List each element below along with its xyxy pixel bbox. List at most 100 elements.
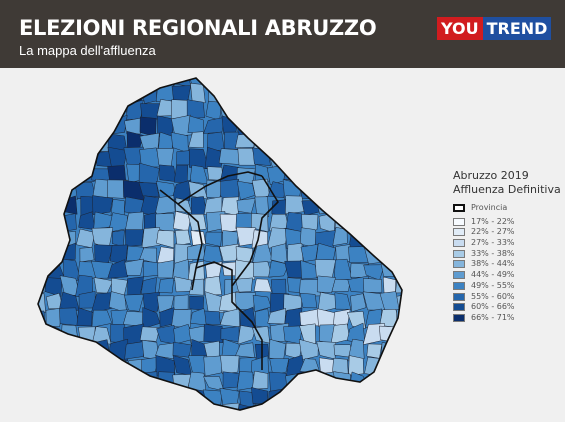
municipality-cell (301, 135, 322, 153)
municipality-cell (60, 213, 77, 232)
municipality-cell (108, 85, 128, 103)
municipality-cell (45, 228, 61, 249)
municipality-cell (348, 228, 370, 249)
municipality-cell (63, 406, 82, 410)
municipality-cell (158, 277, 175, 294)
municipality-cell (331, 148, 351, 166)
municipality-cell (109, 374, 129, 392)
municipality-cell (159, 164, 177, 183)
municipality-cell (254, 196, 270, 218)
municipality-cell (365, 388, 386, 409)
municipality-cell (187, 213, 207, 232)
municipality-cell (126, 387, 145, 409)
municipality-cell (38, 387, 49, 409)
municipality-cell (91, 86, 113, 103)
municipality-cell (77, 372, 96, 393)
municipality-cell (190, 230, 206, 246)
municipality-cell (186, 99, 205, 119)
municipality-cell (38, 148, 46, 166)
youtrend-logo: YOU TREND (437, 17, 552, 40)
legend-item: 49% - 55% (453, 281, 561, 292)
municipality-cell (332, 85, 351, 106)
legend-item: 38% - 44% (453, 259, 561, 270)
municipality-cell (363, 278, 383, 293)
municipality-cell (43, 407, 63, 410)
municipality-cell (379, 118, 396, 136)
municipality-cell (253, 131, 272, 151)
municipality-cell (397, 132, 402, 149)
legend-label: 27% - 33% (471, 238, 515, 248)
municipality-cell (91, 374, 110, 392)
municipality-cell (268, 404, 288, 410)
legend-swatch (453, 249, 465, 258)
municipality-cell (189, 295, 204, 311)
municipality-cell (59, 307, 80, 326)
municipality-cell (38, 131, 47, 151)
municipality-cell (282, 148, 302, 167)
municipality-cell (396, 228, 402, 248)
municipality-cell (42, 372, 64, 394)
municipality-cell (283, 293, 303, 313)
legend-label: 17% - 22% (471, 216, 515, 226)
page-subtitle: La mappa dell'affluenza (19, 43, 156, 58)
municipality-cell (75, 355, 96, 375)
municipality-cell (399, 118, 402, 137)
municipality-cell (38, 228, 49, 248)
municipality-cell (44, 198, 66, 217)
municipality-cell (141, 227, 161, 249)
municipality-cell (348, 82, 369, 102)
municipality-cell (107, 389, 130, 406)
municipality-cell (76, 102, 98, 119)
municipality-cell (236, 371, 254, 391)
legend-label: 38% - 44% (471, 259, 515, 269)
municipality-cell (298, 78, 321, 89)
municipality-cell (382, 243, 397, 263)
municipality-cell (395, 78, 402, 89)
municipality-cell (79, 247, 95, 263)
municipality-cell (381, 373, 398, 390)
municipality-cell (235, 83, 253, 102)
municipality-cell (219, 290, 241, 313)
municipality-cell (93, 357, 111, 377)
municipality-cell (349, 181, 370, 200)
municipality-cell (251, 102, 273, 121)
municipality-cell (398, 83, 402, 103)
province-border-pe-ch (231, 175, 279, 370)
municipality-cell (43, 83, 63, 105)
municipality-cell (92, 195, 114, 215)
municipality-cell (62, 372, 77, 393)
municipality-cell (299, 292, 318, 309)
municipality-cell (330, 164, 354, 184)
municipality-cell (235, 277, 253, 293)
municipality-cell (253, 403, 273, 410)
municipality-cell (348, 355, 364, 376)
municipality-cell (365, 164, 385, 185)
municipality-cell (284, 408, 304, 410)
municipality-cell (396, 184, 402, 202)
municipality-cell (172, 341, 192, 358)
municipality-cell (62, 117, 81, 134)
municipality-cell (314, 259, 336, 279)
municipality-cell (287, 242, 304, 264)
municipality-cell (43, 242, 63, 264)
municipality-cell (314, 82, 336, 102)
municipality-cell (268, 78, 289, 87)
municipality-cell (379, 149, 401, 166)
legend-swatch (453, 303, 465, 312)
municipality-cell (331, 134, 354, 154)
municipality-cell (285, 78, 305, 88)
municipality-cell (156, 230, 175, 249)
legend-swatch (453, 217, 465, 226)
municipality-cell (219, 78, 239, 86)
municipality-cell (331, 78, 353, 88)
municipality-cell (269, 358, 290, 376)
legend-label: 49% - 55% (471, 280, 515, 290)
municipality-cell (46, 178, 66, 201)
municipality-cell (394, 407, 402, 410)
logo-part-trend: TREND (482, 17, 552, 40)
legend-item: 33% - 38% (453, 249, 561, 260)
municipality-cell (38, 78, 49, 87)
municipality-cell (141, 356, 161, 376)
municipality-cell (317, 147, 337, 167)
municipality-cell (397, 387, 402, 409)
